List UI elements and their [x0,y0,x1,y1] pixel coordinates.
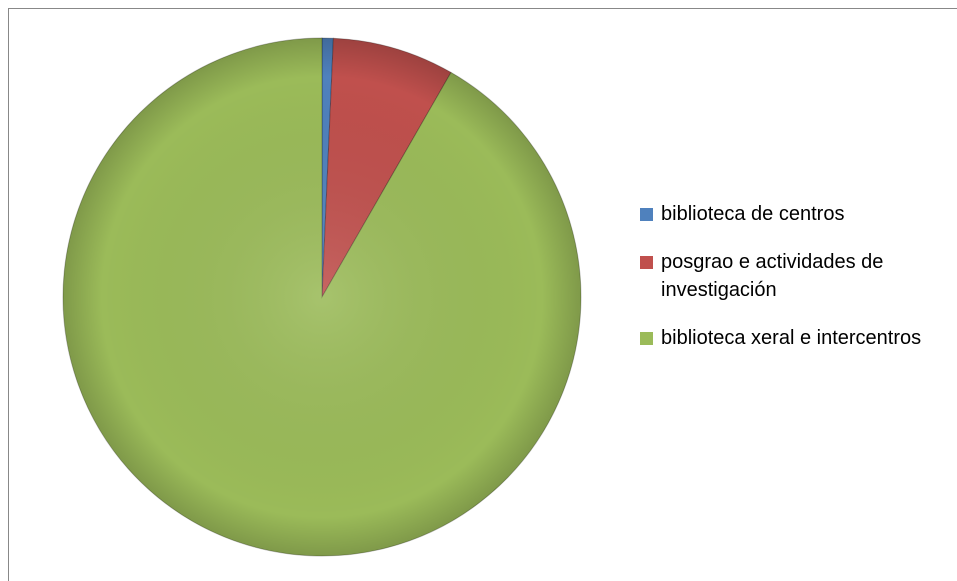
legend-item: biblioteca xeral e intercentros [640,324,950,352]
legend-swatch [640,332,653,345]
legend-label: posgrao e actividades de investigación [661,251,884,301]
pie-slice [62,37,582,557]
legend-swatch [640,256,653,269]
legend-item: posgrao e actividades de investigación [640,248,950,304]
legend-label: biblioteca xeral e intercentros [661,327,922,349]
chart-frame [8,8,957,581]
legend-label: biblioteca de centros [661,203,845,225]
legend: biblioteca de centros posgrao e actividad… [640,200,950,372]
legend-swatch [640,208,653,221]
legend-item: biblioteca de centros [640,200,950,228]
